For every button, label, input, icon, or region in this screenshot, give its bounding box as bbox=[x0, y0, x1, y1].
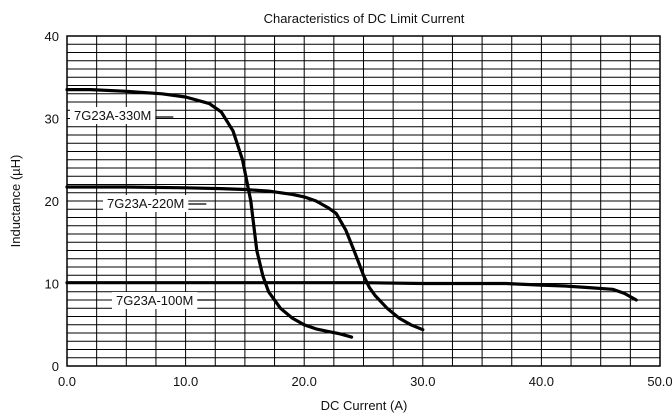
series-label-text: 7G23A-220M bbox=[107, 196, 184, 211]
series-lines bbox=[65, 88, 638, 339]
series-label-text: 7G23A-330M bbox=[74, 108, 151, 123]
series-label-background bbox=[70, 107, 156, 124]
series-label-background bbox=[112, 292, 198, 309]
grid bbox=[66, 35, 661, 367]
x-tick-label: 30.0 bbox=[410, 374, 435, 389]
y-tick-label: 40 bbox=[45, 29, 59, 44]
x-tick-label: 50.0 bbox=[647, 374, 672, 389]
series-label-text: 7G23A-100M bbox=[116, 293, 193, 308]
x-tick-label: 10.0 bbox=[173, 374, 198, 389]
y-tick-label: 10 bbox=[45, 277, 59, 292]
y-tick-label: 30 bbox=[45, 112, 59, 127]
chart-title: Characteristics of DC Limit Current bbox=[264, 11, 465, 26]
plot-border bbox=[66, 35, 661, 367]
series-line-1 bbox=[65, 88, 354, 339]
series-line-2 bbox=[65, 185, 425, 332]
x-tick-label: 0.0 bbox=[58, 374, 76, 389]
series-label-background bbox=[103, 195, 189, 212]
series-label-2: 7G23A-220M bbox=[103, 195, 207, 212]
series-labels: 7G23A-330M 7G23A-220M 7G23A-100M bbox=[70, 107, 216, 309]
series-label-3: 7G23A-100M bbox=[112, 292, 216, 309]
tick-labels: 0.0 10.0 20.0 30.0 40.0 50.0 0 10 20 30 40 bbox=[45, 29, 672, 389]
x-tick-label: 40.0 bbox=[529, 374, 554, 389]
x-tick-label: 20.0 bbox=[292, 374, 317, 389]
y-axis-title: Inductance (µH) bbox=[8, 155, 23, 248]
x-axis-title: DC Current (A) bbox=[321, 398, 408, 413]
y-tick-label: 0 bbox=[52, 359, 59, 374]
y-tick-label: 20 bbox=[45, 194, 59, 209]
series-label-1: 7G23A-330M bbox=[70, 107, 174, 124]
series-line-3 bbox=[65, 281, 638, 302]
